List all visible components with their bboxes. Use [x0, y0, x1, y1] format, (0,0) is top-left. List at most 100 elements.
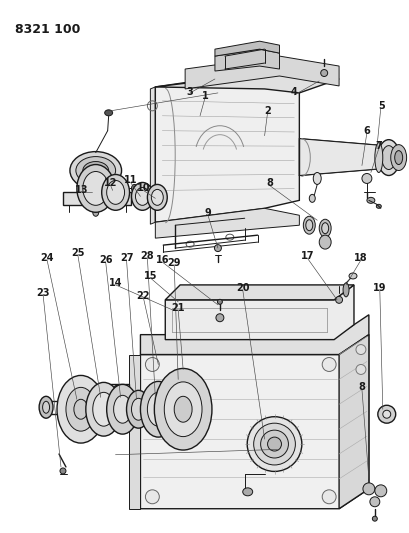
- Text: 12: 12: [103, 179, 117, 189]
- Ellipse shape: [377, 405, 395, 423]
- Ellipse shape: [260, 430, 288, 458]
- Ellipse shape: [66, 387, 96, 431]
- Ellipse shape: [154, 368, 211, 450]
- Ellipse shape: [108, 385, 128, 430]
- Ellipse shape: [321, 223, 328, 233]
- Text: 6: 6: [363, 126, 369, 136]
- Ellipse shape: [43, 401, 49, 413]
- Text: 16: 16: [155, 255, 169, 265]
- Ellipse shape: [145, 490, 159, 504]
- Ellipse shape: [145, 358, 159, 372]
- Text: 20: 20: [236, 283, 249, 293]
- Ellipse shape: [348, 273, 356, 279]
- Text: 8: 8: [357, 382, 364, 392]
- Text: 11: 11: [124, 175, 137, 185]
- Polygon shape: [338, 335, 368, 508]
- Ellipse shape: [375, 204, 380, 208]
- Ellipse shape: [106, 384, 138, 434]
- Ellipse shape: [303, 216, 315, 234]
- Ellipse shape: [76, 165, 115, 212]
- Text: 13: 13: [75, 185, 88, 196]
- Text: 25: 25: [71, 248, 84, 258]
- Ellipse shape: [57, 375, 104, 443]
- Polygon shape: [155, 71, 299, 222]
- Ellipse shape: [321, 358, 335, 372]
- Text: 24: 24: [40, 253, 54, 263]
- Polygon shape: [150, 87, 155, 224]
- Ellipse shape: [355, 345, 365, 354]
- Text: 8321 100: 8321 100: [15, 23, 81, 36]
- Ellipse shape: [390, 144, 406, 171]
- Ellipse shape: [113, 395, 131, 423]
- Ellipse shape: [374, 143, 382, 173]
- Ellipse shape: [131, 184, 137, 192]
- Ellipse shape: [369, 497, 379, 507]
- Ellipse shape: [374, 485, 386, 497]
- Polygon shape: [214, 41, 279, 56]
- Ellipse shape: [140, 382, 176, 437]
- Ellipse shape: [135, 188, 149, 205]
- Text: 4: 4: [290, 87, 297, 97]
- Text: 10: 10: [136, 183, 150, 193]
- Ellipse shape: [381, 146, 395, 169]
- Ellipse shape: [216, 314, 223, 322]
- Polygon shape: [140, 315, 368, 354]
- Ellipse shape: [319, 235, 330, 249]
- Text: 23: 23: [36, 288, 50, 298]
- Ellipse shape: [70, 151, 121, 189]
- Polygon shape: [128, 354, 140, 508]
- Ellipse shape: [92, 208, 99, 216]
- Ellipse shape: [342, 283, 348, 297]
- Text: 21: 21: [171, 303, 184, 313]
- Ellipse shape: [174, 397, 192, 422]
- Ellipse shape: [164, 382, 202, 437]
- Text: 22: 22: [136, 291, 150, 301]
- Ellipse shape: [361, 173, 371, 183]
- Ellipse shape: [267, 437, 281, 451]
- Polygon shape: [299, 139, 383, 175]
- Polygon shape: [155, 208, 299, 238]
- Text: 3: 3: [186, 87, 193, 97]
- Ellipse shape: [242, 488, 252, 496]
- Ellipse shape: [355, 365, 365, 375]
- Text: 19: 19: [372, 283, 386, 293]
- Polygon shape: [185, 56, 338, 89]
- Text: 14: 14: [109, 278, 122, 288]
- Ellipse shape: [147, 392, 169, 426]
- Ellipse shape: [101, 174, 129, 211]
- Ellipse shape: [253, 423, 294, 465]
- Ellipse shape: [131, 398, 145, 420]
- Ellipse shape: [147, 184, 167, 211]
- Text: 18: 18: [353, 253, 367, 263]
- Ellipse shape: [382, 410, 390, 418]
- Ellipse shape: [85, 382, 121, 436]
- Polygon shape: [63, 192, 130, 205]
- Ellipse shape: [321, 490, 335, 504]
- Ellipse shape: [104, 110, 112, 116]
- Text: 26: 26: [99, 255, 112, 265]
- Polygon shape: [140, 335, 368, 508]
- Ellipse shape: [131, 182, 153, 211]
- Text: 5: 5: [378, 101, 384, 111]
- Text: 28: 28: [140, 251, 154, 261]
- Polygon shape: [165, 285, 353, 340]
- Text: 29: 29: [167, 258, 180, 268]
- Polygon shape: [155, 69, 338, 93]
- Ellipse shape: [60, 468, 66, 474]
- Polygon shape: [108, 384, 128, 429]
- Text: 1: 1: [201, 91, 208, 101]
- Ellipse shape: [83, 161, 108, 180]
- Text: 27: 27: [119, 253, 133, 263]
- Ellipse shape: [247, 417, 301, 471]
- Ellipse shape: [106, 181, 124, 204]
- Ellipse shape: [308, 195, 315, 203]
- Text: 15: 15: [143, 271, 157, 281]
- Ellipse shape: [312, 173, 320, 184]
- Ellipse shape: [377, 140, 399, 175]
- Ellipse shape: [92, 392, 115, 426]
- Ellipse shape: [319, 219, 330, 237]
- Ellipse shape: [126, 390, 150, 428]
- Ellipse shape: [366, 197, 374, 203]
- Ellipse shape: [74, 399, 88, 419]
- Ellipse shape: [39, 397, 53, 418]
